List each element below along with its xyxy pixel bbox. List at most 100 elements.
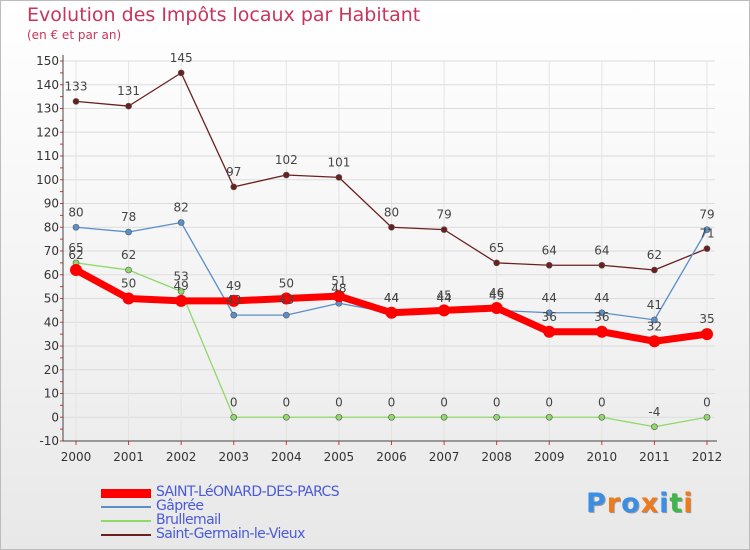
data-label: -4: [648, 405, 660, 419]
series-1-point: [651, 316, 658, 324]
data-label: 45: [489, 288, 504, 302]
data-label: 46: [489, 286, 504, 300]
y-tick-label: 130: [36, 102, 59, 116]
chart-title: Evolution des Impôts locaux par Habitant: [27, 4, 421, 26]
series-3-point: [283, 171, 290, 179]
y-tick-label: 100: [36, 173, 59, 187]
data-label: 53: [174, 269, 189, 283]
series-2-point: [598, 413, 606, 421]
series-3-point: [703, 245, 711, 252]
series-0-point: [385, 306, 398, 319]
x-tick-label: 2002: [166, 450, 197, 464]
y-tick-label: 70: [44, 244, 59, 258]
legend-label: Brullemail: [156, 512, 221, 528]
series-2-point: [283, 413, 290, 421]
data-label: 0: [388, 395, 396, 409]
data-label: 44: [594, 291, 609, 305]
series-1-point: [72, 223, 80, 231]
data-label: 36: [594, 310, 609, 324]
series-2-point: [230, 413, 238, 421]
data-label: 44: [384, 291, 399, 305]
y-tick-label: 10: [44, 387, 59, 401]
legend-swatch: [101, 534, 151, 536]
series-2-point: [440, 413, 448, 421]
series-3-point: [72, 98, 80, 105]
x-tick-label: 2005: [324, 450, 355, 464]
y-tick-label: 50: [44, 292, 59, 306]
series-3-point: [177, 69, 185, 77]
series-0-point: [175, 294, 188, 307]
series-2-point: [545, 413, 553, 421]
series-3-point: [440, 226, 448, 233]
grid: [63, 60, 715, 442]
y-tick-label: 0: [51, 410, 59, 424]
legend-label: Gâprée: [156, 498, 204, 514]
data-label: 80: [384, 205, 399, 219]
series-0-point: [332, 290, 345, 303]
series-3-point: [335, 174, 343, 181]
data-label: 62: [68, 248, 83, 262]
logo-letter: i: [659, 488, 670, 519]
data-label: 0: [230, 395, 238, 409]
legend-label: Saint-Germain-le-Vieux: [156, 526, 305, 542]
series-0-point: [280, 292, 293, 305]
series-0-point: [70, 264, 82, 276]
y-tick-label: 40: [44, 315, 59, 329]
data-label: 62: [121, 248, 136, 262]
legend-swatch: [101, 506, 151, 508]
data-label: 65: [489, 241, 504, 255]
y-tick-label: 20: [44, 363, 59, 377]
data-label: 44: [436, 291, 451, 305]
data-label: 48: [331, 281, 346, 295]
y-tick-label: 90: [44, 197, 59, 211]
legend-swatch: [101, 489, 151, 498]
data-label: 97: [226, 165, 241, 179]
series-1-point: [125, 228, 132, 236]
data-label: 32: [647, 319, 662, 333]
logo-letter: i: [683, 488, 694, 519]
x-tick-label: 2000: [61, 450, 92, 464]
data-label: 50: [279, 277, 294, 291]
data-label: 36: [542, 310, 557, 324]
line-chart: -100102030405060708090100110120130140150…: [36, 51, 723, 464]
logo-letter: x: [640, 488, 660, 519]
data-label: 35: [699, 312, 714, 326]
data-label: 79: [436, 208, 451, 222]
series-2-point: [388, 413, 395, 421]
series-0-point: [595, 325, 608, 338]
data-label: 0: [598, 395, 606, 409]
x-tick-label: 2003: [218, 450, 249, 464]
y-tick-label: -10: [39, 434, 59, 448]
y-tick-label: 140: [36, 78, 59, 92]
legend-swatch: [101, 520, 151, 522]
legend-label: SAINT-LéONARD-DES-PARCS: [156, 484, 340, 500]
data-label: 0: [703, 395, 711, 409]
series-3-point: [651, 266, 658, 274]
series-2-point: [493, 413, 500, 421]
data-label: 79: [699, 208, 714, 222]
series-0-point: [648, 335, 661, 348]
series-2-point: [177, 288, 185, 295]
data-label: 145: [170, 51, 193, 65]
chart-subtitle: (en € et par an): [27, 28, 122, 42]
data-label: 45: [436, 288, 451, 302]
x-tick-label: 2012: [692, 450, 723, 464]
data-label: 71: [699, 227, 714, 241]
series-1-point: [177, 219, 185, 226]
series-2-point: [125, 266, 132, 274]
x-tick-label: 2006: [376, 450, 407, 464]
data-label: 82: [174, 201, 189, 215]
data-label: 133: [65, 79, 88, 93]
series-0-point: [543, 325, 556, 338]
data-label: 0: [493, 395, 501, 409]
y-tick-label: 60: [44, 268, 59, 282]
data-label: 44: [542, 291, 557, 305]
data-label: 49: [226, 279, 241, 293]
data-label: 43: [226, 293, 241, 307]
data-label: 65: [68, 241, 83, 255]
series-1-point: [230, 311, 238, 319]
series-1-point: [703, 226, 711, 233]
x-tick-label: 2010: [587, 450, 618, 464]
